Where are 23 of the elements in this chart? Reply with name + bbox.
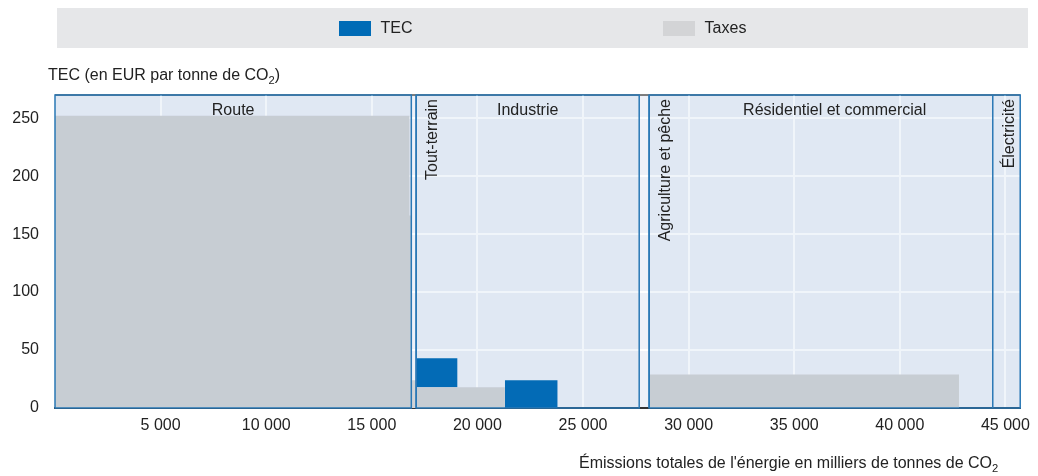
x-tick-label: 15 000 bbox=[347, 416, 397, 434]
ref-line-label: Tout-terrain bbox=[423, 99, 441, 180]
ref-line-label: Agriculture et pêche bbox=[656, 98, 674, 242]
y-tick-label: 250 bbox=[12, 108, 40, 126]
legend-label: TEC bbox=[380, 19, 413, 37]
x-tick-label: 35 000 bbox=[769, 416, 819, 434]
y-tick-label: 0 bbox=[30, 398, 40, 416]
legend-label: Taxes bbox=[704, 19, 747, 37]
x-tick-label: 10 000 bbox=[241, 416, 291, 434]
band-label: Industrie bbox=[497, 101, 559, 118]
y-tick-label: 50 bbox=[21, 340, 40, 358]
band-label: Route bbox=[211, 101, 255, 118]
band-label: Résidentiel et commercial bbox=[743, 101, 927, 118]
x-tick-label: 30 000 bbox=[664, 416, 714, 434]
x-tick-label: 45 000 bbox=[980, 416, 1031, 434]
y-tick-label: 100 bbox=[12, 282, 40, 300]
x-tick-label: 20 000 bbox=[452, 416, 502, 434]
y-tick-label: 200 bbox=[12, 166, 40, 184]
x-tick-label: 40 000 bbox=[875, 416, 925, 434]
x-tick-label: 5 000 bbox=[140, 416, 181, 434]
y-tick-label: 150 bbox=[12, 224, 40, 242]
x-tick-label: 25 000 bbox=[558, 416, 608, 434]
ref-line-label: Électricité bbox=[998, 98, 1017, 169]
